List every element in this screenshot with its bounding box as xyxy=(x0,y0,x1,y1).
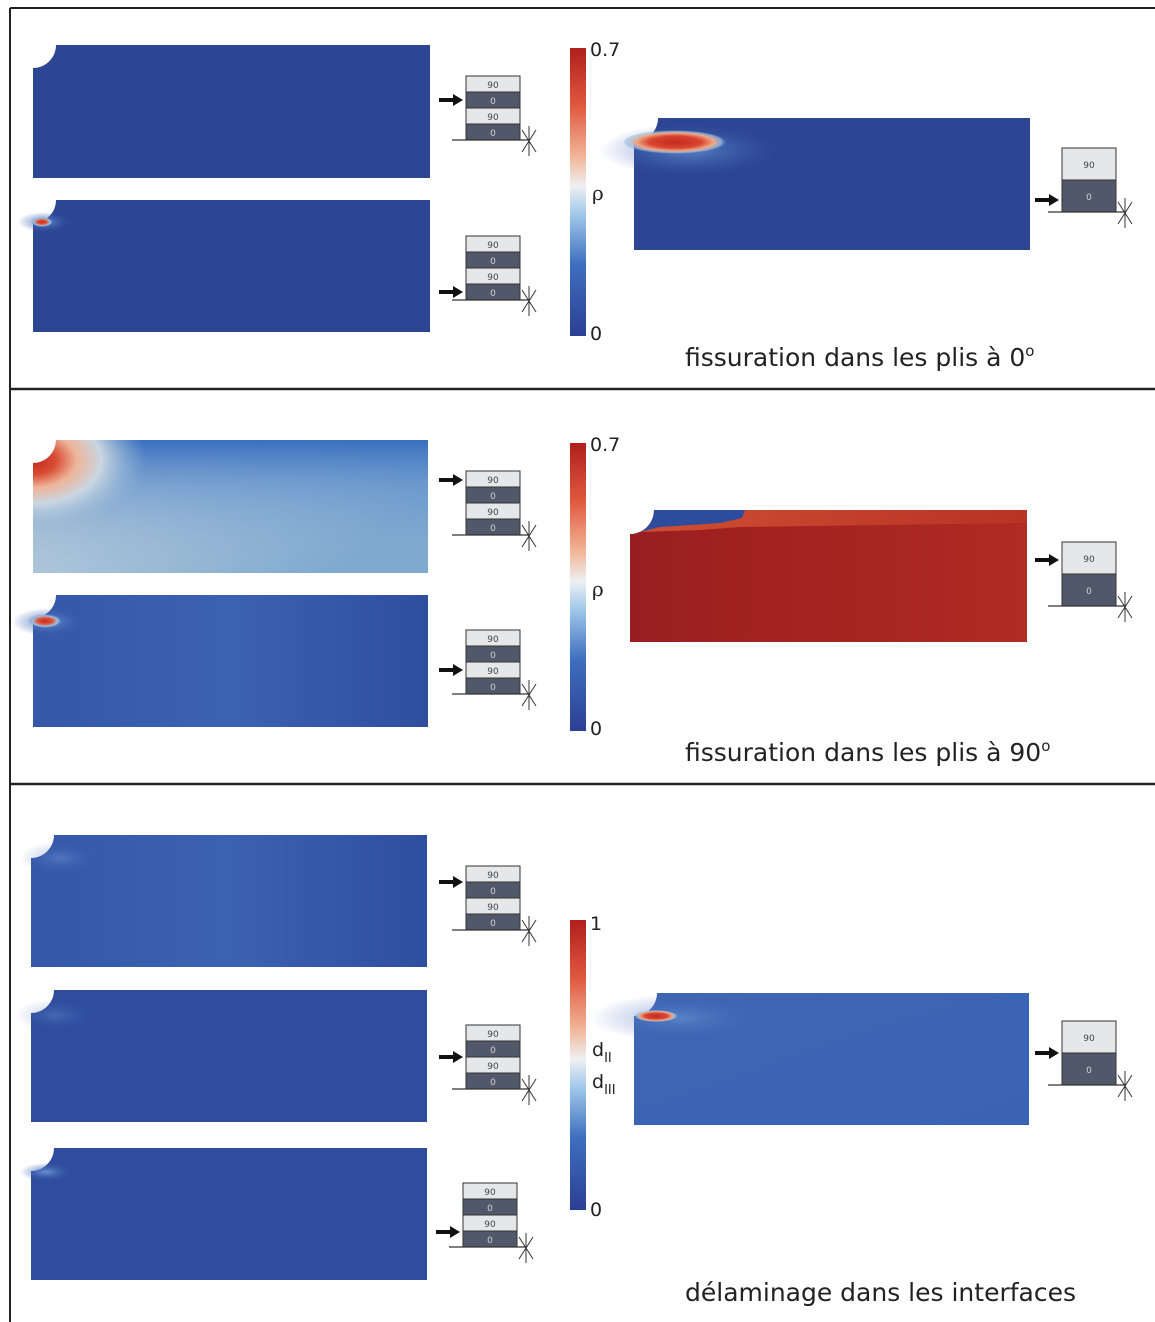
colorbar-max: 1 xyxy=(590,913,602,935)
colorbar-symbol-sub: II xyxy=(604,1051,612,1066)
colorbar-min: 0 xyxy=(590,1199,602,1221)
arrow-icon xyxy=(437,284,465,300)
caption-s2: fissuration dans les plis à 90o xyxy=(685,737,1050,767)
ply-label: 90 xyxy=(487,273,499,283)
caption-text: fissuration dans les plis à 90 xyxy=(685,738,1041,767)
plate-s3-b xyxy=(15,990,427,1122)
colorbar-symbol-2-sub: III xyxy=(604,1083,616,1098)
ply-label: 90 xyxy=(487,667,499,677)
colorbar-symbol-d: d xyxy=(592,1039,604,1061)
plate-s2-a xyxy=(33,440,428,573)
ply-stack-s1-a: 90 0 90 0 xyxy=(451,75,537,157)
ply-label: 0 xyxy=(490,524,496,534)
ply-stack-s2-main: 90 0 xyxy=(1047,541,1133,623)
ply-stack-s3-main: 90 0 xyxy=(1047,1020,1133,1102)
ply-label: 90 xyxy=(487,871,499,881)
arrow-icon xyxy=(437,874,465,890)
colorbar-s2: 0.7 ρ 0 xyxy=(570,434,620,740)
arrow-icon xyxy=(434,1224,462,1240)
plate-s1-b xyxy=(18,200,430,332)
colorbar-max: 0.7 xyxy=(590,434,620,456)
colorbar-min: 0 xyxy=(590,718,602,740)
colorbar-symbol-2-d: d xyxy=(592,1071,604,1093)
caption-text: fissuration dans les plis à 0 xyxy=(685,343,1025,372)
ply-label: 0 xyxy=(490,492,496,502)
ply-label: 90 xyxy=(1083,1034,1095,1044)
colorbar-symbol: dII xyxy=(592,1039,612,1066)
colorbar-symbol: ρ xyxy=(592,577,604,601)
caption-s3: délaminage dans les interfaces xyxy=(685,1278,1076,1307)
plate-s3-main xyxy=(590,993,1029,1125)
ply-label: 90 xyxy=(487,903,499,913)
plate-s2-b xyxy=(12,595,428,727)
colorbar-max: 0.7 xyxy=(590,39,620,61)
caption-superscript: o xyxy=(1041,737,1050,755)
ply-stack-s3-c: 90 0 90 0 xyxy=(448,1182,534,1264)
ply-label: 0 xyxy=(490,97,496,107)
arrow-icon xyxy=(1033,552,1061,568)
ply-label: 0 xyxy=(487,1204,493,1214)
arrow-icon xyxy=(437,1049,465,1065)
ply-stack-s1-b: 90 0 90 0 xyxy=(451,235,537,317)
ply-label: 0 xyxy=(490,1046,496,1056)
colorbar-min: 0 xyxy=(590,323,602,345)
colorbar-s1: 0.7 ρ 0 xyxy=(570,39,620,345)
ply-stack-s2-b: 90 0 90 0 xyxy=(451,629,537,711)
arrow-icon xyxy=(437,662,465,678)
ply-stack-s3-a: 90 0 90 0 xyxy=(451,865,537,947)
ply-label: 0 xyxy=(490,651,496,661)
arrow-icon xyxy=(437,472,465,488)
ply-label: 90 xyxy=(487,241,499,251)
caption-s1: fissuration dans les plis à 0o xyxy=(685,342,1034,372)
ply-stack-s2-a: 90 0 90 0 xyxy=(451,470,537,552)
plate-s3-c xyxy=(20,1148,427,1280)
ply-label: 90 xyxy=(484,1220,496,1230)
ply-label: 90 xyxy=(487,476,499,486)
plate-s1-a xyxy=(33,45,430,178)
ply-label: 90 xyxy=(484,1188,496,1198)
ply-label: 0 xyxy=(490,129,496,139)
ply-label: 90 xyxy=(487,635,499,645)
arrow-icon xyxy=(437,92,465,108)
ply-label: 90 xyxy=(487,1062,499,1072)
colorbar-symbol: ρ xyxy=(592,181,604,205)
ply-stack-s3-b: 90 0 90 0 xyxy=(451,1024,537,1106)
ply-label: 90 xyxy=(487,113,499,123)
ply-label: 90 xyxy=(1083,555,1095,565)
plate-s1-main xyxy=(600,118,1030,250)
ply-label: 0 xyxy=(490,1078,496,1088)
section-1: 90 0 90 0 90 0 90 0 0.7 ρ 0 90 0 xyxy=(18,39,1133,372)
ply-label: 0 xyxy=(490,919,496,929)
ply-label: 0 xyxy=(487,1236,493,1246)
plate-s3-a xyxy=(20,835,427,967)
ply-label: 0 xyxy=(490,683,496,693)
ply-stack-s1-main: 90 0 xyxy=(1047,147,1133,229)
caption-superscript: o xyxy=(1025,342,1034,360)
plate-s2-main xyxy=(630,510,1027,642)
arrow-icon xyxy=(1033,192,1061,208)
ply-label: 90 xyxy=(487,1030,499,1040)
ply-label: 90 xyxy=(1083,161,1095,171)
section-2: 90 0 90 0 90 0 90 0 0.7 ρ 0 90 0 xyxy=(12,434,1133,767)
ply-label: 0 xyxy=(1086,1066,1092,1076)
ply-label: 0 xyxy=(1086,587,1092,597)
ply-label: 0 xyxy=(490,289,496,299)
ply-label: 0 xyxy=(1086,193,1092,203)
section-3: 90 0 90 0 90 0 90 0 90 0 90 0 1 dII dIII xyxy=(15,835,1133,1307)
ply-label: 90 xyxy=(487,508,499,518)
arrow-icon xyxy=(1033,1045,1061,1061)
ply-label: 0 xyxy=(490,887,496,897)
colorbar-s3: 1 dII dIII 0 xyxy=(570,913,616,1221)
colorbar-symbol-2: dIII xyxy=(592,1071,616,1098)
ply-label: 0 xyxy=(490,257,496,267)
ply-label: 90 xyxy=(487,81,499,91)
